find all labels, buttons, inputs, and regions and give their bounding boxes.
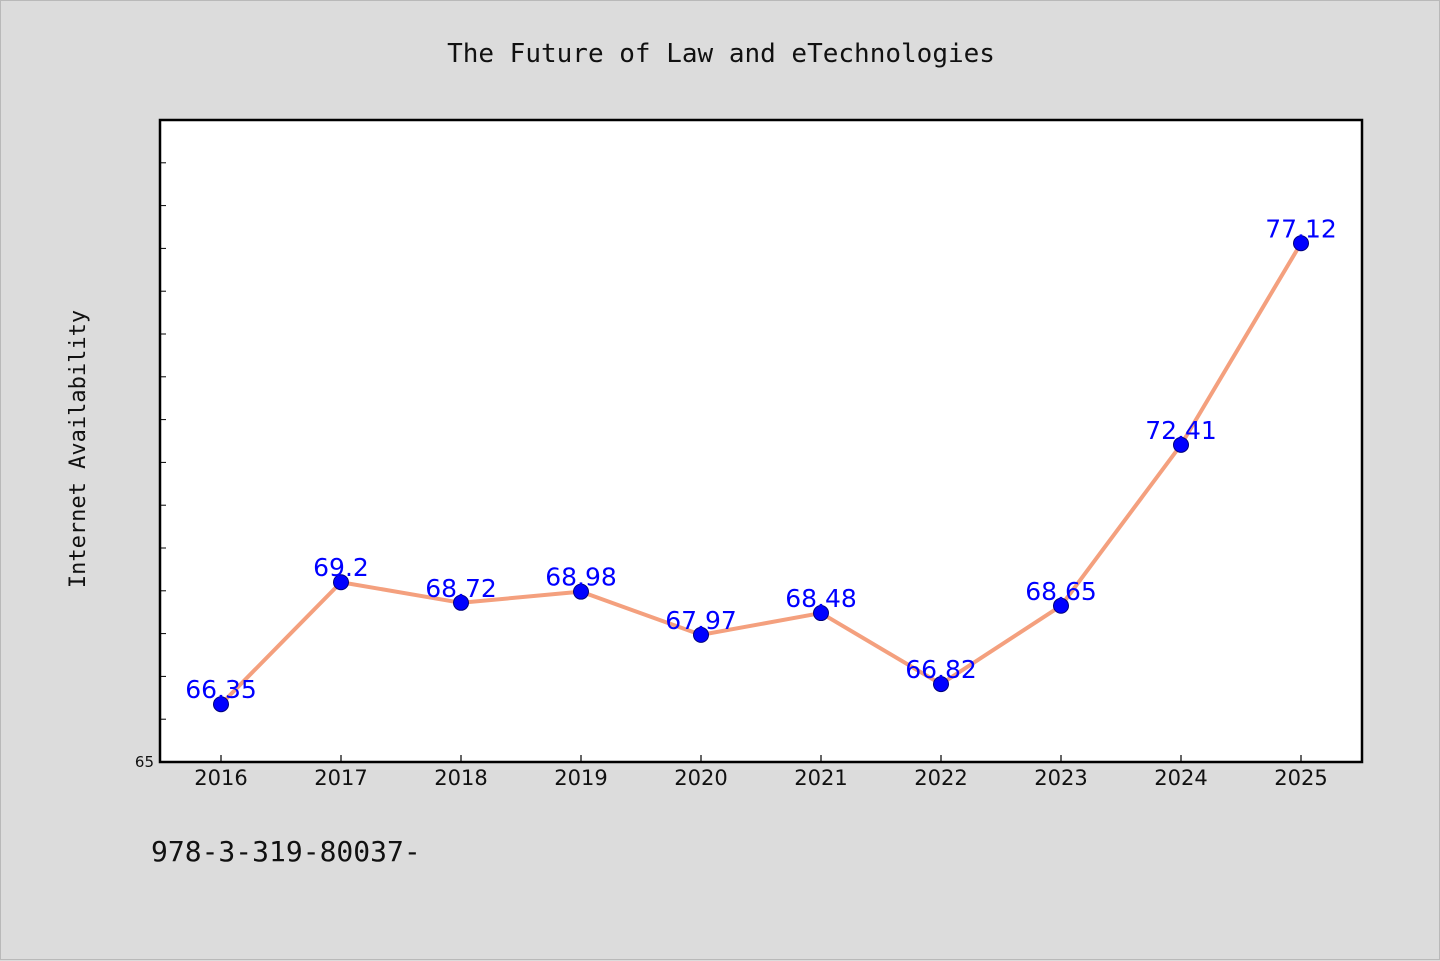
- data-point: [573, 583, 589, 600]
- data-label: 68.72: [425, 574, 497, 603]
- data-label: 68.48: [785, 584, 857, 613]
- x-tick-label: 2021: [794, 766, 847, 790]
- plot-area: [158, 118, 1364, 764]
- y-axis-label: Internet Availability: [66, 310, 91, 588]
- data-point: [933, 676, 949, 693]
- x-tick-label: 2016: [194, 766, 247, 790]
- data-point: [1173, 436, 1189, 453]
- data-point: [1053, 597, 1069, 614]
- data-label: 68.98: [545, 563, 617, 592]
- y-tick-label: 65: [135, 753, 154, 771]
- data-label: 77.12: [1265, 214, 1337, 243]
- x-tick-label: 2017: [314, 766, 367, 790]
- data-point: [1293, 235, 1309, 252]
- x-tick-label: 2022: [914, 766, 967, 790]
- data-point: [333, 574, 349, 591]
- data-label: 66.82: [905, 655, 977, 684]
- data-label: 68.65: [1025, 577, 1097, 606]
- y-axis-ticks: 65: [135, 162, 166, 771]
- x-tick-label: 2020: [674, 766, 727, 790]
- footer-note: 978-3-319-80037-: [151, 835, 421, 868]
- x-tick-label: 2018: [434, 766, 487, 790]
- series-line: [219, 241, 1303, 707]
- data-point: [813, 605, 829, 622]
- x-axis-ticks: 2016 2017 2018 2019 2020 2021 2022 2023 2024 2025: [194, 755, 1328, 790]
- x-tick-label: 2025: [1274, 766, 1327, 790]
- x-tick-label: 2024: [1154, 766, 1207, 790]
- data-label: 69.2: [313, 553, 369, 582]
- data-label: 67.97: [665, 606, 737, 635]
- data-label: 66.35: [185, 675, 257, 704]
- data-point: [693, 626, 709, 643]
- x-tick-label: 2023: [1034, 766, 1087, 790]
- chart-title: The Future of Law and eTechnologies: [447, 39, 995, 69]
- series-layer: 66.35 69.2 68.72 68.98 67.97 68.48 66.82 68.65 7…: [185, 214, 1337, 713]
- data-point: [213, 696, 229, 713]
- data-label: 72.41: [1145, 416, 1217, 445]
- data-point: [453, 594, 469, 611]
- x-tick-label: 2019: [554, 766, 607, 790]
